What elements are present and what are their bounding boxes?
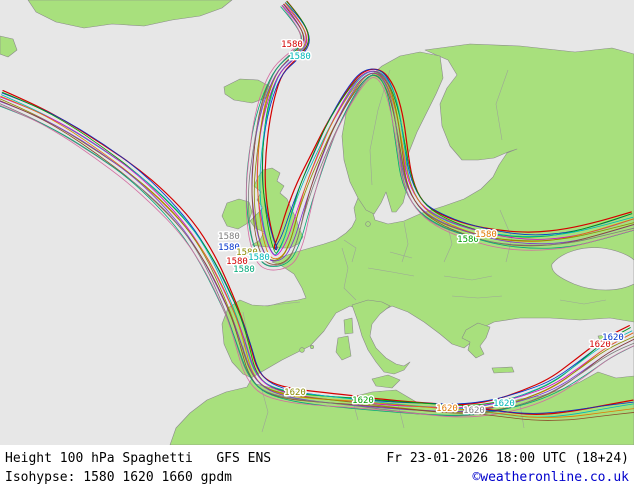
ensemble-member-line (0, 94, 633, 409)
contour-label: 1620 (493, 399, 515, 409)
ensemble-member-line (264, 0, 632, 250)
island-small (0, 35, 18, 58)
island-balearic (309, 344, 314, 349)
island-balearic (299, 347, 305, 353)
contour-label: 1620 (436, 404, 458, 414)
contour-label: 1620 (589, 340, 611, 350)
island-denmark (365, 221, 371, 227)
island-ireland (221, 198, 253, 230)
ensemble-member-line (0, 98, 634, 413)
ensemble-member-line (251, 5, 634, 262)
contour-label: 1580 (475, 230, 497, 240)
ensemble-member-line (259, 2, 634, 256)
peninsula-italy (351, 299, 411, 375)
caption-isohypse-legend: Isohypse: 1580 1620 1660 gpdm (5, 470, 232, 485)
island-corsica (343, 317, 354, 335)
ensemble-member-line (245, 6, 634, 268)
ensemble-member-line (461, 411, 634, 421)
black-sea (551, 247, 634, 291)
ensemble-member-line (461, 401, 634, 414)
ensemble-member-line (461, 408, 634, 418)
ensemble-member-line (251, 4, 634, 265)
contour-label: 1580 (218, 243, 240, 253)
ensemble-member-line (261, 2, 633, 251)
caption-copyright[interactable]: ©weatheronline.co.uk (472, 470, 629, 485)
island-crete (491, 366, 515, 374)
contour-label: 1580 (218, 232, 240, 242)
contour-label: 1580 (457, 235, 479, 245)
contour-label: 1580 (233, 265, 255, 275)
contour-label: 1580 (226, 257, 248, 267)
ensemble-member-line (1, 92, 631, 405)
ensemble-member-line (248, 5, 634, 267)
ensemble-member-line (0, 104, 634, 418)
ensemble-member-line (2, 90, 630, 406)
ensemble-member-line (262, 1, 633, 254)
contour-label: 1580 (248, 253, 270, 263)
ensemble-member-line (257, 2, 634, 260)
ensemble-member-line (0, 103, 634, 417)
caption-datetime: Fr 23-01-2026 18:00 UTC (18+24) (386, 451, 629, 466)
island-sicily (371, 374, 401, 389)
contour-labels: 1580158015801580158015801580158015801580… (217, 39, 626, 418)
spaghetti-contours (0, 0, 634, 421)
ensemble-member-line (0, 105, 634, 416)
ensemble-member-line (253, 3, 634, 261)
landmass-greenland (27, 0, 233, 29)
map-image: 1580158015801580158015801580158015801580… (0, 0, 634, 445)
contour-label: 1580 (236, 248, 258, 258)
contour-label: 1580 (281, 40, 303, 50)
caption-bar: Height 100 hPa Spaghetti GFS ENS Fr 23-0… (0, 445, 634, 490)
ensemble-member-line (0, 101, 634, 412)
ensemble-member-line (0, 96, 634, 409)
peninsula-greece (461, 322, 491, 359)
ensemble-member-line (256, 3, 634, 256)
country-borders (242, 69, 607, 433)
caption-title: Height 100 hPa Spaghetti GFS ENS (5, 451, 272, 466)
contour-label: 1620 (602, 333, 624, 343)
island-sardinia (335, 335, 352, 361)
contour-label: 1620 (352, 396, 374, 406)
contour-label: 1620 (284, 388, 306, 398)
ensemble-member-line (245, 5, 634, 271)
contour-label: 1620 (463, 406, 485, 416)
contour-label: 1580 (289, 52, 311, 62)
